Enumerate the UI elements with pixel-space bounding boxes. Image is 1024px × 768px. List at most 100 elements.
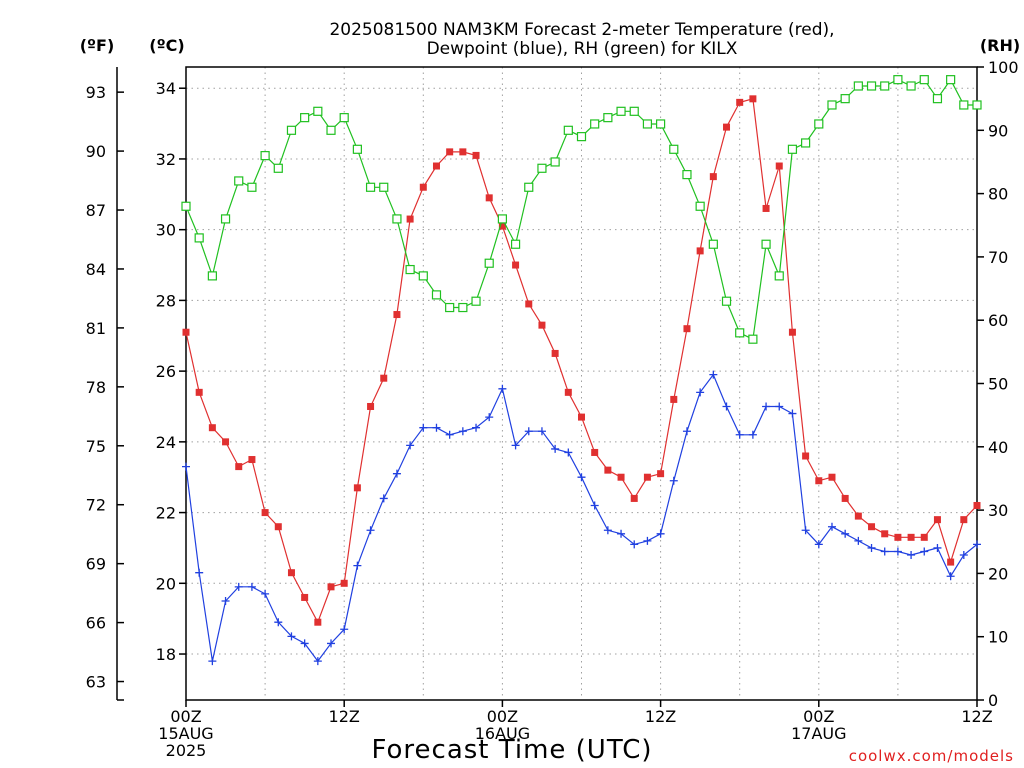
celsius-tick-label: 22 bbox=[156, 504, 176, 523]
data-point-temperature bbox=[367, 402, 375, 410]
data-point-rh bbox=[352, 144, 362, 154]
data-point-temperature bbox=[235, 463, 243, 471]
data-point-rh bbox=[616, 106, 626, 116]
fahrenheit-tick-label: 63 bbox=[86, 673, 106, 692]
data-point-temperature bbox=[973, 502, 981, 510]
data-point-rh bbox=[761, 239, 771, 249]
data-point-rh bbox=[629, 106, 639, 116]
data-point-rh bbox=[801, 138, 811, 148]
data-point-temperature bbox=[657, 470, 665, 478]
data-point-dewpoint bbox=[973, 540, 981, 549]
data-point-dewpoint bbox=[603, 526, 612, 535]
rh-tick-label: 100 bbox=[988, 58, 1019, 77]
data-point-temperature bbox=[841, 494, 849, 502]
data-point-rh bbox=[181, 201, 191, 211]
data-point-dewpoint bbox=[432, 423, 441, 432]
rh-tick-label: 0 bbox=[988, 691, 998, 710]
data-point-dewpoint bbox=[788, 409, 797, 418]
data-point-temperature bbox=[446, 148, 454, 156]
data-point-rh bbox=[524, 182, 534, 192]
data-point-dewpoint bbox=[353, 561, 362, 570]
data-point-temperature bbox=[578, 413, 585, 421]
data-point-dewpoint bbox=[419, 423, 428, 432]
celsius-tick-label: 34 bbox=[156, 79, 176, 98]
data-point-rh bbox=[642, 119, 653, 129]
data-point-rh bbox=[695, 201, 705, 211]
data-point-rh bbox=[959, 100, 969, 110]
celsius-tick-label: 20 bbox=[156, 574, 176, 593]
data-point-dewpoint bbox=[801, 526, 810, 535]
data-point-rh bbox=[853, 81, 863, 91]
data-point-dewpoint bbox=[300, 639, 309, 648]
data-point-temperature bbox=[591, 448, 599, 456]
data-point-rh bbox=[590, 119, 600, 129]
data-point-temperature bbox=[498, 222, 506, 230]
data-point-dewpoint bbox=[630, 540, 639, 549]
data-point-temperature bbox=[182, 328, 190, 336]
data-point-temperature bbox=[472, 151, 480, 159]
data-point-rh bbox=[682, 170, 692, 180]
data-point-dewpoint bbox=[748, 430, 757, 439]
series-rh bbox=[181, 75, 982, 344]
rh-unit-label: (RH) bbox=[980, 36, 1020, 55]
data-point-rh bbox=[471, 296, 481, 306]
data-point-temperature bbox=[630, 494, 638, 502]
data-point-rh bbox=[273, 163, 283, 173]
data-point-temperature bbox=[327, 583, 335, 591]
fahrenheit-tick-label: 66 bbox=[86, 614, 106, 633]
data-point-temperature bbox=[723, 123, 731, 131]
fahrenheit-tick-label: 87 bbox=[86, 201, 106, 220]
data-point-dewpoint bbox=[379, 494, 388, 503]
data-point-rh bbox=[260, 151, 270, 161]
data-point-temperature bbox=[802, 452, 810, 460]
data-point-dewpoint bbox=[208, 657, 217, 666]
data-point-dewpoint bbox=[182, 462, 190, 471]
data-point-temperature bbox=[380, 374, 388, 382]
data-point-dewpoint bbox=[920, 547, 929, 556]
celsius-tick-label: 28 bbox=[156, 291, 176, 310]
data-point-rh bbox=[972, 100, 982, 110]
data-point-dewpoint bbox=[946, 572, 955, 581]
data-point-temperature bbox=[340, 579, 348, 587]
data-point-temperature bbox=[683, 325, 691, 333]
data-point-dewpoint bbox=[406, 441, 415, 450]
rh-tick-label: 80 bbox=[988, 185, 1008, 204]
data-point-dewpoint bbox=[735, 430, 744, 439]
x-tick-label: 2025 bbox=[166, 741, 207, 760]
data-point-temperature bbox=[788, 328, 796, 336]
data-point-rh bbox=[510, 239, 521, 249]
data-point-dewpoint bbox=[313, 657, 322, 666]
data-point-rh bbox=[379, 182, 389, 192]
data-point-temperature bbox=[775, 162, 783, 170]
data-point-dewpoint bbox=[656, 529, 665, 538]
data-point-dewpoint bbox=[221, 596, 230, 605]
data-point-dewpoint bbox=[841, 529, 850, 538]
data-point-temperature bbox=[459, 148, 467, 156]
data-point-temperature bbox=[947, 558, 955, 566]
data-point-dewpoint bbox=[551, 444, 560, 453]
data-point-rh bbox=[484, 258, 494, 268]
data-point-temperature bbox=[828, 473, 836, 481]
data-point-rh bbox=[893, 75, 903, 85]
data-point-temperature bbox=[393, 311, 401, 319]
data-point-rh bbox=[880, 81, 890, 91]
data-point-dewpoint bbox=[880, 547, 889, 556]
fahrenheit-tick-label: 90 bbox=[86, 142, 106, 161]
data-point-dewpoint bbox=[472, 423, 481, 432]
data-point-dewpoint bbox=[827, 522, 836, 531]
data-point-rh bbox=[866, 81, 877, 91]
data-point-rh bbox=[300, 113, 310, 123]
data-point-temperature bbox=[643, 473, 651, 481]
x-tick-label: 00Z bbox=[170, 707, 201, 726]
data-point-dewpoint bbox=[933, 543, 942, 552]
data-point-dewpoint bbox=[287, 632, 296, 641]
data-point-temperature bbox=[933, 516, 941, 524]
data-point-rh bbox=[234, 176, 244, 186]
data-point-rh bbox=[774, 271, 784, 281]
data-point-rh bbox=[392, 214, 402, 224]
fahrenheit-tick-label: 93 bbox=[86, 83, 106, 102]
credit-text: coolwx.com/models bbox=[849, 747, 1014, 765]
data-point-temperature bbox=[617, 473, 625, 481]
data-point-rh bbox=[339, 113, 349, 123]
